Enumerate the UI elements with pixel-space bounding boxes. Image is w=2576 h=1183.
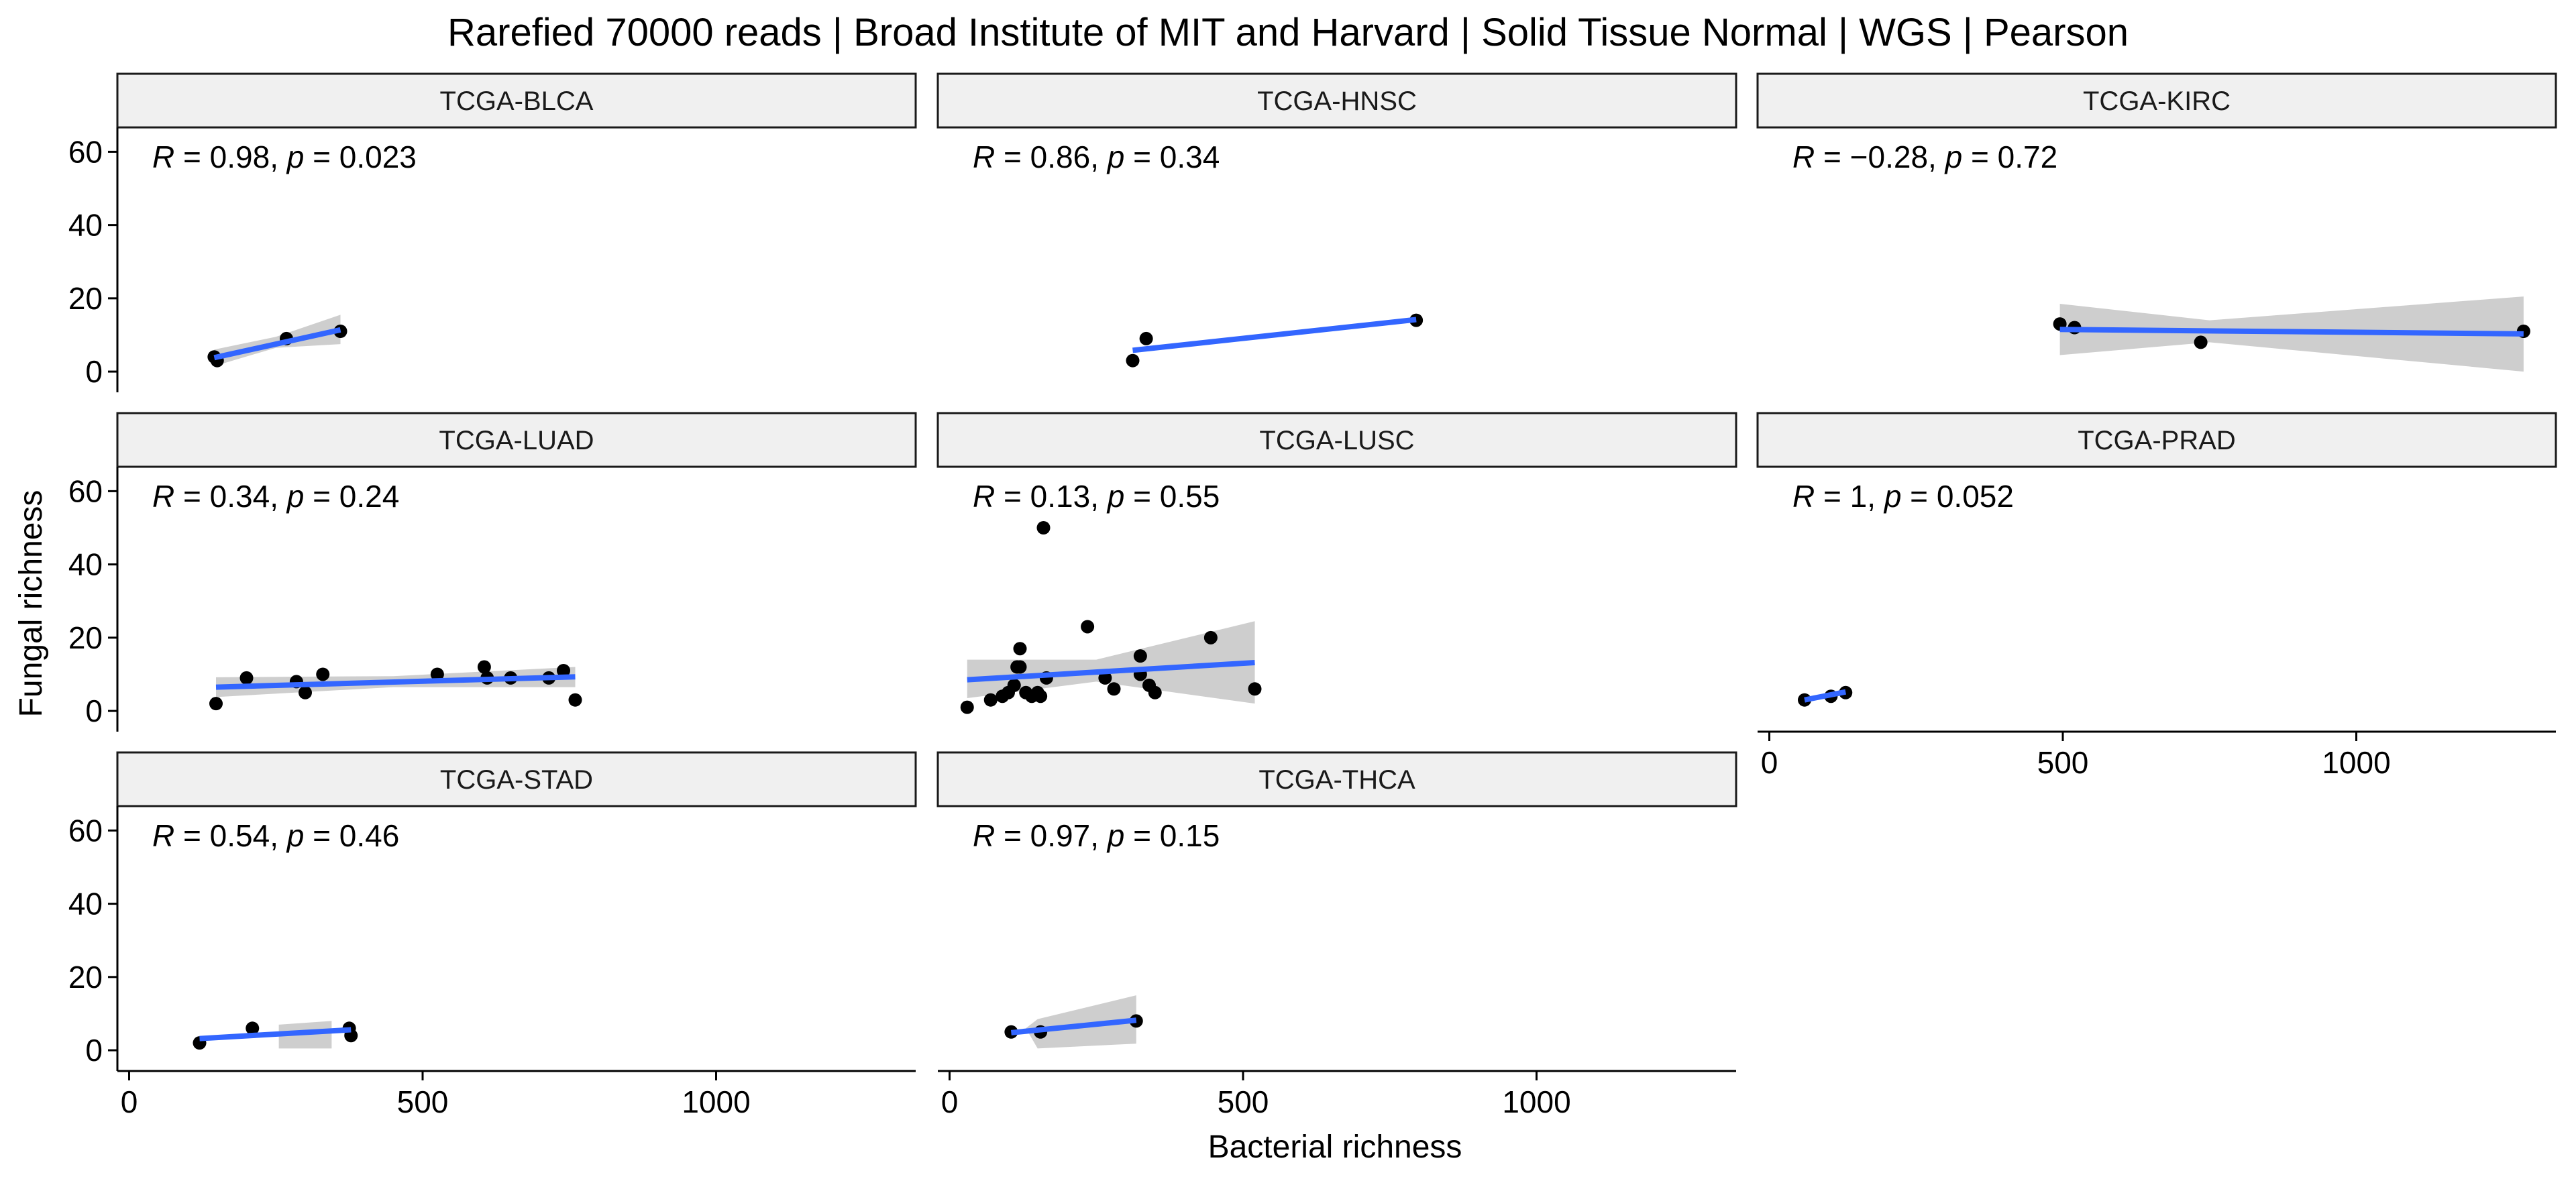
panel-tcga-kirc: TCGA-KIRC R = −0.28, p = 0.72 (1756, 72, 2557, 372)
facet-label: TCGA-KIRC (2083, 87, 2231, 116)
x-tick-label: 0 (1761, 745, 1778, 780)
y-tick-label: 60 (68, 813, 103, 848)
x-tick-label: 500 (2037, 745, 2089, 780)
data-point (557, 664, 570, 677)
correlation-annotation: R = 0.54, p = 0.46 (152, 818, 399, 853)
y-tick-label: 40 (68, 547, 103, 582)
data-point (209, 697, 223, 711)
regression-line (1804, 689, 1847, 703)
confidence-ribbon (1026, 995, 1136, 1049)
data-point (316, 667, 330, 681)
x-tick-label: 1000 (2322, 745, 2390, 780)
y-tick-label: 60 (68, 134, 103, 169)
data-point (1007, 678, 1021, 692)
regression-line (967, 659, 1255, 683)
correlation-annotation: R = 0.86, p = 0.34 (973, 139, 1220, 174)
data-point (1034, 689, 1048, 703)
panel-tcga-stad: TCGA-STAD 0 20 40 60 0 500 1000 R = 0.54, p = 0.… (68, 751, 917, 1119)
data-point (1013, 660, 1027, 674)
correlation-annotation: R = −0.28, p = 0.72 (1792, 139, 2057, 174)
facet-label: TCGA-HNSC (1257, 87, 1417, 116)
data-point (1148, 685, 1162, 699)
data-point (1126, 353, 1140, 368)
data-point (477, 660, 491, 674)
facet-label: TCGA-BLCA (440, 87, 594, 116)
data-point (1107, 682, 1121, 696)
y-tick-label: 20 (68, 620, 103, 655)
correlation-annotation: R = 0.34, p = 0.24 (152, 479, 399, 514)
facet-strip (116, 751, 917, 807)
chart-title: Rarefied 70000 reads | Broad Institute o… (447, 11, 2129, 54)
facet-strip (116, 72, 917, 129)
facet-label: TCGA-LUAD (439, 426, 594, 455)
x-tick-label: 0 (121, 1084, 138, 1119)
confidence-ribbon (967, 621, 1255, 704)
data-point (960, 700, 974, 714)
regression-line (1132, 317, 1417, 353)
y-tick-label: 20 (68, 281, 103, 316)
regression-line (1010, 1017, 1137, 1035)
data-point (1248, 682, 1262, 696)
data-point (430, 667, 444, 681)
y-tick-label: 20 (68, 960, 103, 995)
data-point (2194, 335, 2208, 349)
correlation-annotation: R = 1, p = 0.052 (1792, 479, 2014, 514)
x-tick-label: 500 (397, 1084, 449, 1119)
panel-tcga-lusc: TCGA-LUSC R = 0.13, p = 0.55 (936, 412, 1737, 714)
correlation-annotation: R = 0.98, p = 0.023 (152, 139, 417, 174)
data-point (1098, 671, 1112, 685)
x-tick-label: 1000 (682, 1084, 750, 1119)
facet-label: TCGA-THCA (1258, 765, 1415, 795)
data-point (983, 693, 998, 707)
data-point (1036, 521, 1051, 534)
facet-label: TCGA-LUSC (1259, 426, 1414, 455)
data-point (1203, 630, 1218, 644)
regression-line (2059, 327, 2524, 337)
x-tick-label: 1000 (1502, 1084, 1570, 1119)
y-tick-label: 40 (68, 887, 103, 921)
confidence-ribbon (214, 315, 341, 366)
panel-tcga-luad: TCGA-LUAD 0 20 40 60 R = 0.34, p = 0.24 (68, 412, 917, 732)
y-tick-label: 40 (68, 208, 103, 243)
facet-strip (116, 412, 917, 468)
x-tick-label: 0 (941, 1084, 959, 1119)
y-axis-title: Fungal richness (13, 490, 49, 718)
x-axis-title: Bacterial richness (1208, 1129, 1462, 1165)
x-tick-label: 500 (1218, 1084, 1269, 1119)
facet-strip (936, 751, 1737, 807)
correlation-annotation: R = 0.97, p = 0.15 (973, 818, 1220, 853)
panel-tcga-hnsc: TCGA-HNSC R = 0.86, p = 0.34 (936, 72, 1737, 368)
y-tick-label: 60 (68, 473, 103, 508)
data-point (1081, 620, 1095, 634)
panel-tcga-thca: TCGA-THCA 0 500 1000 R = 0.97, p = 0.15 (936, 751, 1737, 1119)
facet-strip (1756, 72, 2557, 129)
panel-tcga-blca: TCGA-BLCA 0 20 40 60 R = 0.98, p = 0.023 (68, 72, 917, 392)
data-point (568, 693, 582, 707)
y-tick-label: 0 (85, 1033, 103, 1068)
facet-strip (936, 72, 1737, 129)
data-point (299, 685, 312, 699)
correlation-annotation: R = 0.13, p = 0.55 (973, 479, 1220, 514)
y-tick-label: 0 (85, 354, 103, 389)
data-point (1139, 331, 1153, 345)
data-point (1013, 642, 1027, 656)
data-point (1133, 649, 1147, 663)
facet-strip (936, 412, 1737, 468)
regression-line (213, 327, 341, 361)
regression-line (215, 674, 576, 690)
data-point (239, 671, 254, 685)
facet-strip (1756, 412, 2557, 468)
panel-tcga-prad: TCGA-PRAD 0 500 1000 R = 1, p = 0.052 (1756, 412, 2557, 780)
data-point (246, 1021, 260, 1035)
facet-label: TCGA-STAD (440, 765, 593, 795)
y-tick-label: 0 (85, 693, 103, 728)
regression-line (199, 1027, 352, 1041)
facet-label: TCGA-PRAD (2078, 426, 2236, 455)
